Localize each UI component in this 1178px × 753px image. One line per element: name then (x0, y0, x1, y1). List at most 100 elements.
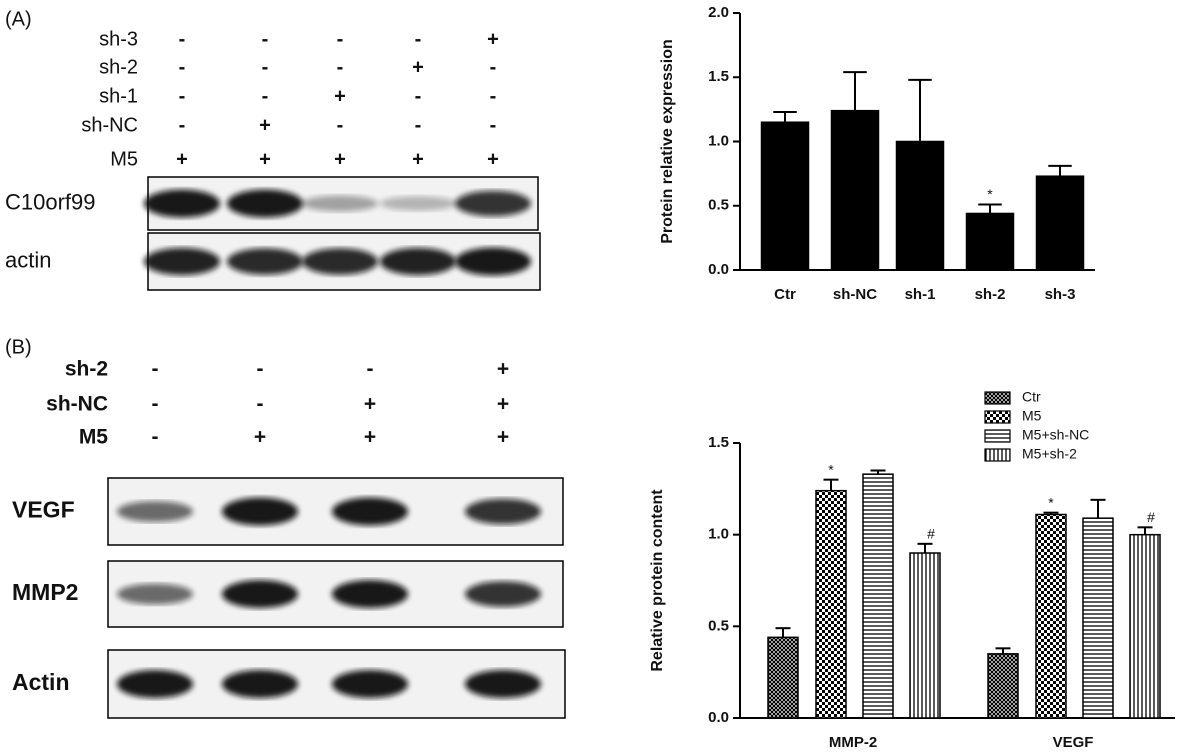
x-tick-label: sh-1 (905, 286, 936, 303)
x-tick-label: Ctr (774, 286, 796, 303)
legend-label: Ctr (1022, 389, 1041, 405)
band (144, 247, 220, 276)
bar (987, 653, 1019, 719)
sign: - (262, 28, 269, 50)
band (465, 498, 541, 525)
band (227, 248, 303, 275)
sign: - (262, 85, 269, 107)
blot-label: MMP2 (12, 579, 78, 605)
sign: - (415, 114, 422, 136)
sign: - (490, 56, 497, 78)
x-tick-label: MMP-2 (829, 734, 877, 751)
condition-label: M5 (110, 148, 138, 170)
y-axis-label: Protein relative expression (659, 39, 676, 244)
sign: - (337, 114, 344, 136)
bar (767, 636, 799, 719)
band (117, 583, 193, 605)
sign: + (497, 358, 509, 381)
y-tick-label: 0.5 (708, 197, 729, 214)
sign: + (334, 85, 346, 107)
annotation: * (1048, 494, 1054, 510)
band (332, 580, 408, 608)
sign: - (152, 393, 159, 416)
condition-label: sh-NC (46, 393, 108, 416)
band (380, 196, 456, 211)
condition-label: sh-NC (81, 114, 138, 136)
y-tick-label: 1.0 (708, 526, 729, 543)
sign: - (337, 28, 344, 50)
annotation: * (987, 186, 993, 202)
blot-label: Actin (12, 669, 70, 695)
x-tick-label: sh-NC (833, 286, 877, 303)
blot-label: C10orf99 (5, 189, 96, 214)
y-axis-label: Relative protein content (649, 489, 666, 672)
bar (830, 109, 880, 271)
x-tick-label: sh-3 (1045, 286, 1076, 303)
band (302, 195, 378, 212)
band (302, 248, 378, 275)
band (227, 189, 303, 218)
sign: - (179, 85, 186, 107)
sign: + (497, 426, 509, 449)
legend-label: M5+sh-2 (1022, 446, 1077, 462)
legend-label: M5+sh-NC (1022, 427, 1089, 443)
blot-label: VEGF (12, 497, 75, 523)
sign: - (415, 85, 422, 107)
y-tick-label: 1.5 (708, 434, 729, 451)
sign: - (179, 114, 186, 136)
bar (862, 473, 894, 719)
sign: + (497, 393, 509, 416)
y-tick-label: 0.0 (708, 261, 729, 278)
sign: + (364, 393, 376, 416)
y-tick-label: 1.5 (708, 68, 729, 85)
condition-label: sh-1 (99, 85, 138, 107)
x-tick-label: VEGF (1053, 734, 1094, 751)
sign: - (490, 85, 497, 107)
condition-label: M5 (79, 426, 108, 449)
sign: - (337, 56, 344, 78)
bar (815, 489, 847, 719)
sign: + (259, 114, 271, 136)
legend-swatch (984, 410, 1011, 424)
panel-label: (A) (5, 8, 32, 30)
legend-swatch (984, 429, 1011, 443)
sign: + (254, 426, 266, 449)
sign: - (367, 358, 374, 381)
sign: + (334, 148, 346, 170)
legend-swatch (984, 391, 1011, 405)
sign: - (490, 114, 497, 136)
band (144, 189, 220, 218)
bar (909, 552, 941, 719)
sign: - (257, 393, 264, 416)
sign: - (257, 358, 264, 381)
condition-label: sh-3 (99, 28, 138, 50)
band (465, 581, 541, 607)
bar (1035, 175, 1085, 271)
bar (1129, 533, 1161, 719)
sign: - (179, 28, 186, 50)
bar (760, 121, 810, 271)
sign: - (415, 28, 422, 50)
y-tick-label: 1.0 (708, 132, 729, 149)
y-tick-label: 0.0 (708, 709, 729, 726)
y-tick-label: 2.0 (708, 4, 729, 21)
sign: - (152, 426, 159, 449)
panel-label: (B) (5, 336, 32, 358)
sign: + (176, 148, 188, 170)
y-tick-label: 0.5 (708, 617, 729, 634)
band (117, 501, 193, 522)
bar (965, 212, 1015, 271)
condition-label: sh-2 (99, 56, 138, 78)
annotation: # (927, 526, 935, 542)
sign: + (412, 148, 424, 170)
sign: + (364, 426, 376, 449)
sign: + (487, 28, 499, 50)
band (455, 247, 531, 276)
sign: - (262, 56, 269, 78)
sign: - (179, 56, 186, 78)
band (465, 670, 541, 698)
sign: - (152, 358, 159, 381)
annotation: # (1147, 509, 1155, 525)
